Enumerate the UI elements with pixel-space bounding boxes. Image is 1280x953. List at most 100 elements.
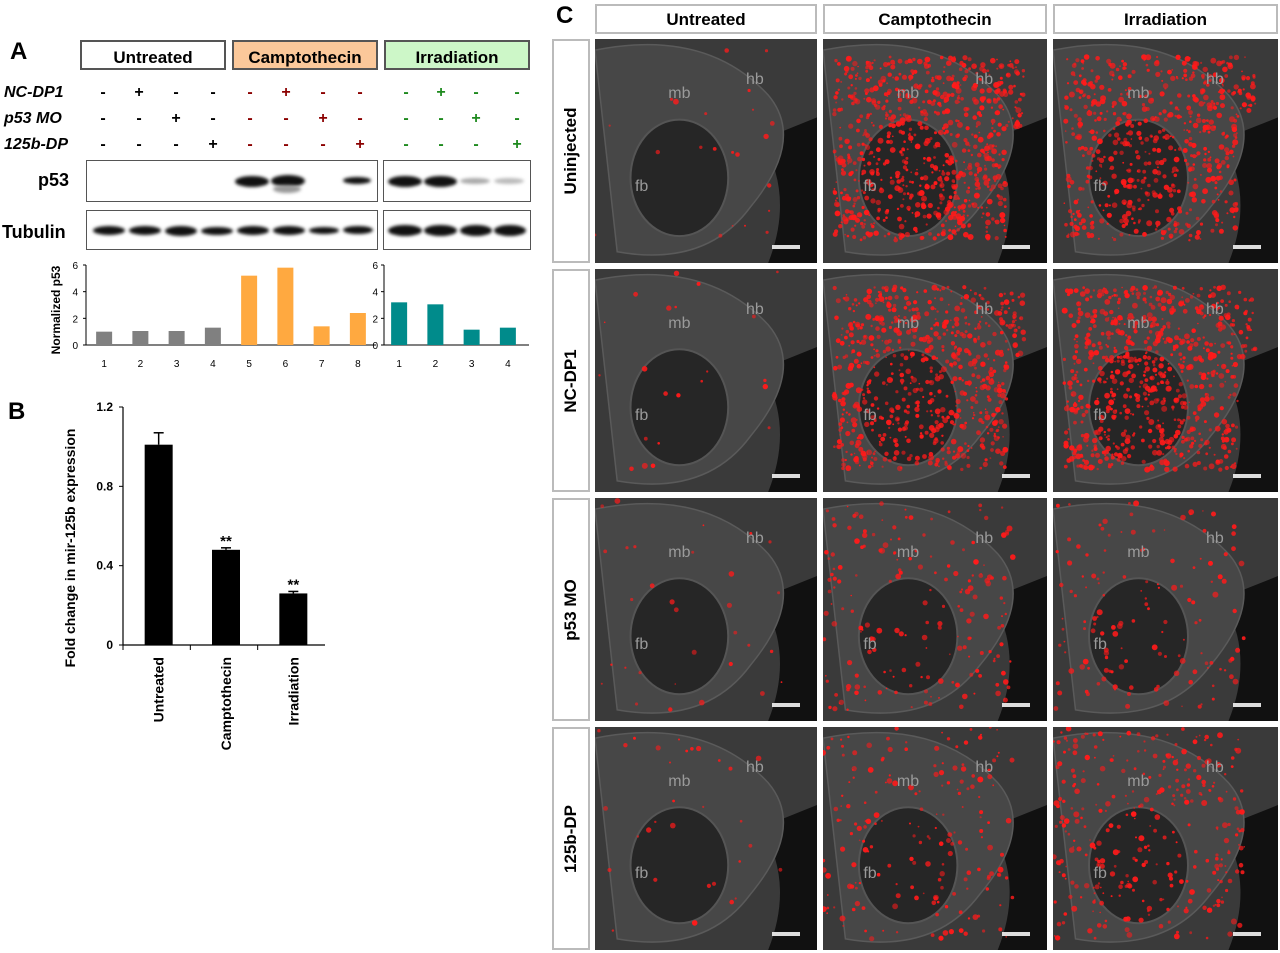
row-header-p53-mo: p53 MO <box>552 498 590 721</box>
significance-label: ** <box>220 533 232 550</box>
micrograph-image <box>595 498 817 721</box>
header-irradiation: Irradiation <box>384 40 530 70</box>
bar-irradiation <box>279 593 308 645</box>
bar-lane-4 <box>204 327 221 345</box>
x-tick-label: 5 <box>246 359 252 370</box>
blot-label-p53: p53 <box>38 170 70 190</box>
micrograph-image <box>595 269 817 492</box>
scale-bar <box>1002 703 1030 707</box>
micrograph-p53-mo-camptothecin <box>823 498 1047 721</box>
region-label-mb: mb <box>1127 84 1150 102</box>
region-label-fb: fb <box>1093 865 1107 883</box>
bar-lane-2 <box>132 331 149 345</box>
panel-letter-c: C <box>556 2 574 29</box>
blot-label-tubulin: Tubulin <box>2 222 66 242</box>
region-label-hb: hb <box>975 759 994 777</box>
micrograph-p53-mo-irradiation <box>1053 498 1278 721</box>
y-tick-label: 6 <box>72 261 78 272</box>
treatment-symbol: - <box>320 84 326 101</box>
row-header-label: p53 MO <box>561 578 580 641</box>
scale-bar <box>772 703 800 707</box>
region-label-hb: hb <box>975 71 994 89</box>
region-label-fb: fb <box>863 177 877 195</box>
x-tick-label: 4 <box>505 359 511 370</box>
scale-bar <box>772 474 800 478</box>
region-label-fb: fb <box>863 865 877 883</box>
treatment-symbol: + <box>512 136 522 153</box>
x-tick-label: 2 <box>433 359 439 370</box>
micrograph-125b-dp-irradiation <box>1053 727 1278 950</box>
y-tick-label: 4 <box>72 288 78 299</box>
header-untreated: Untreated <box>80 40 226 70</box>
bar-irr-lane-3 <box>463 329 480 345</box>
scale-bar <box>1233 245 1261 249</box>
scale-bar <box>1233 932 1261 936</box>
region-label-fb: fb <box>634 177 649 195</box>
region-label-fb: fb <box>1093 177 1107 195</box>
treatment-symbol: + <box>281 84 291 101</box>
tubulin-band-1 <box>93 226 125 235</box>
region-label-hb: hb <box>975 530 994 548</box>
column-header-untreated: Untreated <box>595 4 817 34</box>
header-camptothecin: Camptothecin <box>232 40 378 70</box>
treatment-symbol: - <box>357 84 363 101</box>
treatment-symbol: - <box>247 84 253 101</box>
region-label-hb: hb <box>1206 530 1224 548</box>
region-label-mb: mb <box>896 314 920 332</box>
treatment-symbol: - <box>136 110 142 127</box>
micrograph-image <box>823 269 1047 492</box>
micrograph-image <box>1053 498 1278 721</box>
x-tick-label: 3 <box>469 359 475 370</box>
treatment-symbol: - <box>283 136 289 153</box>
scale-bar <box>1002 245 1030 249</box>
tubulin-blot-left <box>86 210 378 250</box>
tubulin-band-3 <box>165 226 197 236</box>
row-label-nc-dp1: NC-DP1 <box>4 84 64 101</box>
row-label-p53-mo: p53 MO <box>4 110 62 127</box>
x-category-label: Camptothecin <box>218 657 234 750</box>
p53-band-lane6 <box>271 175 305 187</box>
region-label-mb: mb <box>896 84 920 102</box>
tubulin-band-irr-3 <box>460 225 492 236</box>
treatment-symbol: - <box>136 136 142 153</box>
treatment-symbol: - <box>514 84 520 101</box>
y-tick-label: 2 <box>72 314 78 325</box>
treatment-symbol: + <box>436 84 446 101</box>
tubulin-band-5 <box>237 226 269 235</box>
tubulin-band-6 <box>273 226 305 235</box>
region-label-mb: mb <box>896 543 920 561</box>
micrograph-uninjected-irradiation <box>1053 39 1278 263</box>
treatment-symbol: - <box>247 110 253 127</box>
tubulin-band-irr-1 <box>388 225 422 236</box>
p53-band-lane5 <box>235 176 269 187</box>
x-tick-label: 4 <box>210 359 216 370</box>
treatment-symbol: - <box>100 84 106 101</box>
column-header-irradiation: Irradiation <box>1053 4 1278 34</box>
micrograph-image <box>1053 269 1278 492</box>
x-tick-label: 6 <box>283 359 289 370</box>
bar-irr-lane-4 <box>499 327 516 345</box>
region-label-hb: hb <box>975 301 994 319</box>
p53-band-irr-lane1 <box>388 176 422 187</box>
y-tick-label: 0.4 <box>96 559 113 573</box>
treatment-symbol: + <box>134 84 144 101</box>
tubulin-band-2 <box>129 226 161 235</box>
micrograph-image <box>595 727 817 950</box>
tubulin-band-irr-4 <box>494 225 526 236</box>
panel-letter-a: A <box>10 38 28 65</box>
micrograph-p53-mo-untreated <box>595 498 817 721</box>
region-label-fb: fb <box>1093 407 1107 425</box>
micrograph-125b-dp-camptothecin <box>823 727 1047 950</box>
treatment-symbol: - <box>403 84 409 101</box>
y-tick-label: 0 <box>106 638 113 652</box>
normalized-p53-chart-left: 0 2 4 6 1 2 3 4 5 6 7 8 Normalized p53 <box>49 261 376 370</box>
bar-irr-lane-2 <box>427 304 444 345</box>
bar-lane-7 <box>313 326 330 345</box>
region-label-hb: hb <box>745 759 764 777</box>
scale-bar <box>772 932 800 936</box>
bar-lane-8 <box>349 313 366 345</box>
micrograph-image <box>1053 727 1278 950</box>
region-label-fb: fb <box>863 407 877 425</box>
treatment-symbol: + <box>171 110 181 127</box>
x-tick-label: 2 <box>138 359 144 370</box>
